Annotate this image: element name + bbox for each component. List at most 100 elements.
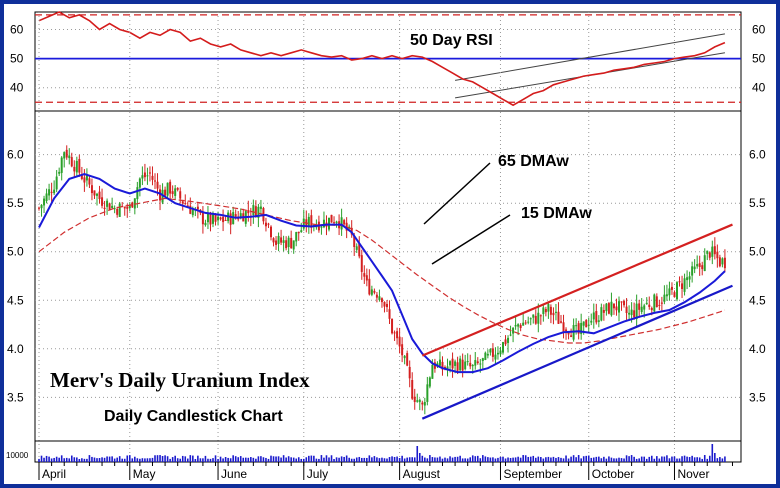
volume-bar xyxy=(113,458,116,462)
candle-body xyxy=(333,222,336,224)
candle-body xyxy=(133,198,136,209)
x-axis: April May June July August September October No… xyxy=(38,462,733,481)
volume-bar xyxy=(567,458,570,462)
price-trend-line xyxy=(421,223,733,357)
volume-bar xyxy=(708,455,711,462)
volume-bar xyxy=(575,457,577,462)
candle-body xyxy=(718,257,721,267)
volume-bar xyxy=(272,456,275,462)
price-tick-left: 4.5 xyxy=(7,293,24,307)
volume-bar xyxy=(471,455,474,462)
candle-body xyxy=(476,361,479,364)
candle-body xyxy=(431,364,434,379)
volume-bar xyxy=(451,457,454,462)
rsi-title: 50 Day RSI xyxy=(410,32,493,49)
candle-body xyxy=(126,207,129,209)
volume-bar xyxy=(424,457,426,462)
volume-bar xyxy=(45,455,48,462)
price-tick-right: 4.5 xyxy=(749,293,766,307)
volume-bar xyxy=(671,456,673,462)
volume-bar xyxy=(277,456,280,462)
candle-body xyxy=(406,353,409,366)
candle-body xyxy=(499,350,502,355)
volume-bar xyxy=(416,446,419,462)
volume-bar xyxy=(393,456,396,462)
candle-body xyxy=(53,189,56,194)
volume-bar xyxy=(234,456,237,462)
volume-bar xyxy=(643,456,646,462)
candle-body xyxy=(421,402,424,405)
annotation-15-label: 15 DMAw xyxy=(521,205,592,222)
volume-bar xyxy=(391,456,393,462)
volume-bar xyxy=(116,457,118,462)
candle-body xyxy=(88,178,91,185)
volume-bar xyxy=(456,456,459,462)
candle-body xyxy=(444,367,446,369)
candle-body xyxy=(156,181,159,189)
candle-body xyxy=(668,288,671,296)
volume-bar xyxy=(146,458,149,462)
candle-body xyxy=(479,363,482,365)
candle-body xyxy=(577,323,580,334)
volume-bar xyxy=(585,455,588,462)
candle-body xyxy=(154,180,156,182)
volume-bar xyxy=(315,458,318,462)
volume-bar xyxy=(58,457,60,462)
price-tick-labels: 3.5 3.5 4.0 4.0 4.5 4.5 5.0 5.0 5.5 5.5 6.0 6.0 xyxy=(7,148,766,405)
candle-body xyxy=(164,189,167,196)
volume-bar xyxy=(590,457,593,462)
volume-bar xyxy=(436,457,439,462)
candle-body xyxy=(322,219,325,228)
volume-bar xyxy=(497,457,499,462)
candle-body xyxy=(474,359,477,366)
volume-bar xyxy=(711,444,714,462)
x-month-label: July xyxy=(307,467,328,481)
candle-body xyxy=(209,213,212,225)
candle-body xyxy=(471,365,474,367)
volume-bar xyxy=(212,458,214,462)
candle-body xyxy=(375,294,378,298)
volume-bar xyxy=(118,456,121,462)
chart-background xyxy=(4,4,776,484)
candle-body xyxy=(103,207,106,209)
volume-bar xyxy=(464,458,466,462)
candle-body xyxy=(673,292,676,298)
candle-body xyxy=(75,160,78,173)
candle-body xyxy=(174,188,177,196)
candle-body xyxy=(60,157,63,173)
volume-bar xyxy=(676,458,678,462)
volume-bar xyxy=(202,458,204,462)
candle-body xyxy=(660,302,663,304)
volume-bar xyxy=(524,455,527,462)
volume-bar xyxy=(335,457,338,462)
volume-bar xyxy=(484,456,487,462)
volume-bar xyxy=(623,458,625,462)
volume-bar xyxy=(313,455,315,462)
candle-body xyxy=(537,312,540,324)
volume-bar xyxy=(128,455,131,462)
volume-bar xyxy=(519,457,522,462)
volume-bar xyxy=(197,455,199,462)
candle-body xyxy=(469,362,472,367)
candle-body xyxy=(396,331,399,339)
volume-bar xyxy=(681,456,683,462)
candle-body xyxy=(587,324,590,326)
candle-body xyxy=(43,198,46,206)
candle-body xyxy=(189,205,192,214)
volume-bar xyxy=(91,456,93,462)
candle-body xyxy=(297,231,300,234)
candle-body xyxy=(68,155,71,159)
candle-body xyxy=(441,361,444,370)
candle-body xyxy=(721,258,724,265)
volume-bar xyxy=(123,458,126,462)
candle-body xyxy=(696,264,699,267)
candle-body xyxy=(560,321,562,323)
volume-bar xyxy=(53,457,55,462)
volume-bar xyxy=(295,458,298,462)
rsi-tick-left: 40 xyxy=(10,81,24,95)
candle-body xyxy=(224,219,227,221)
volume-bar xyxy=(63,458,66,462)
price-trend-line xyxy=(421,284,733,420)
volume-bar xyxy=(547,456,550,462)
volume-bar xyxy=(239,456,242,462)
